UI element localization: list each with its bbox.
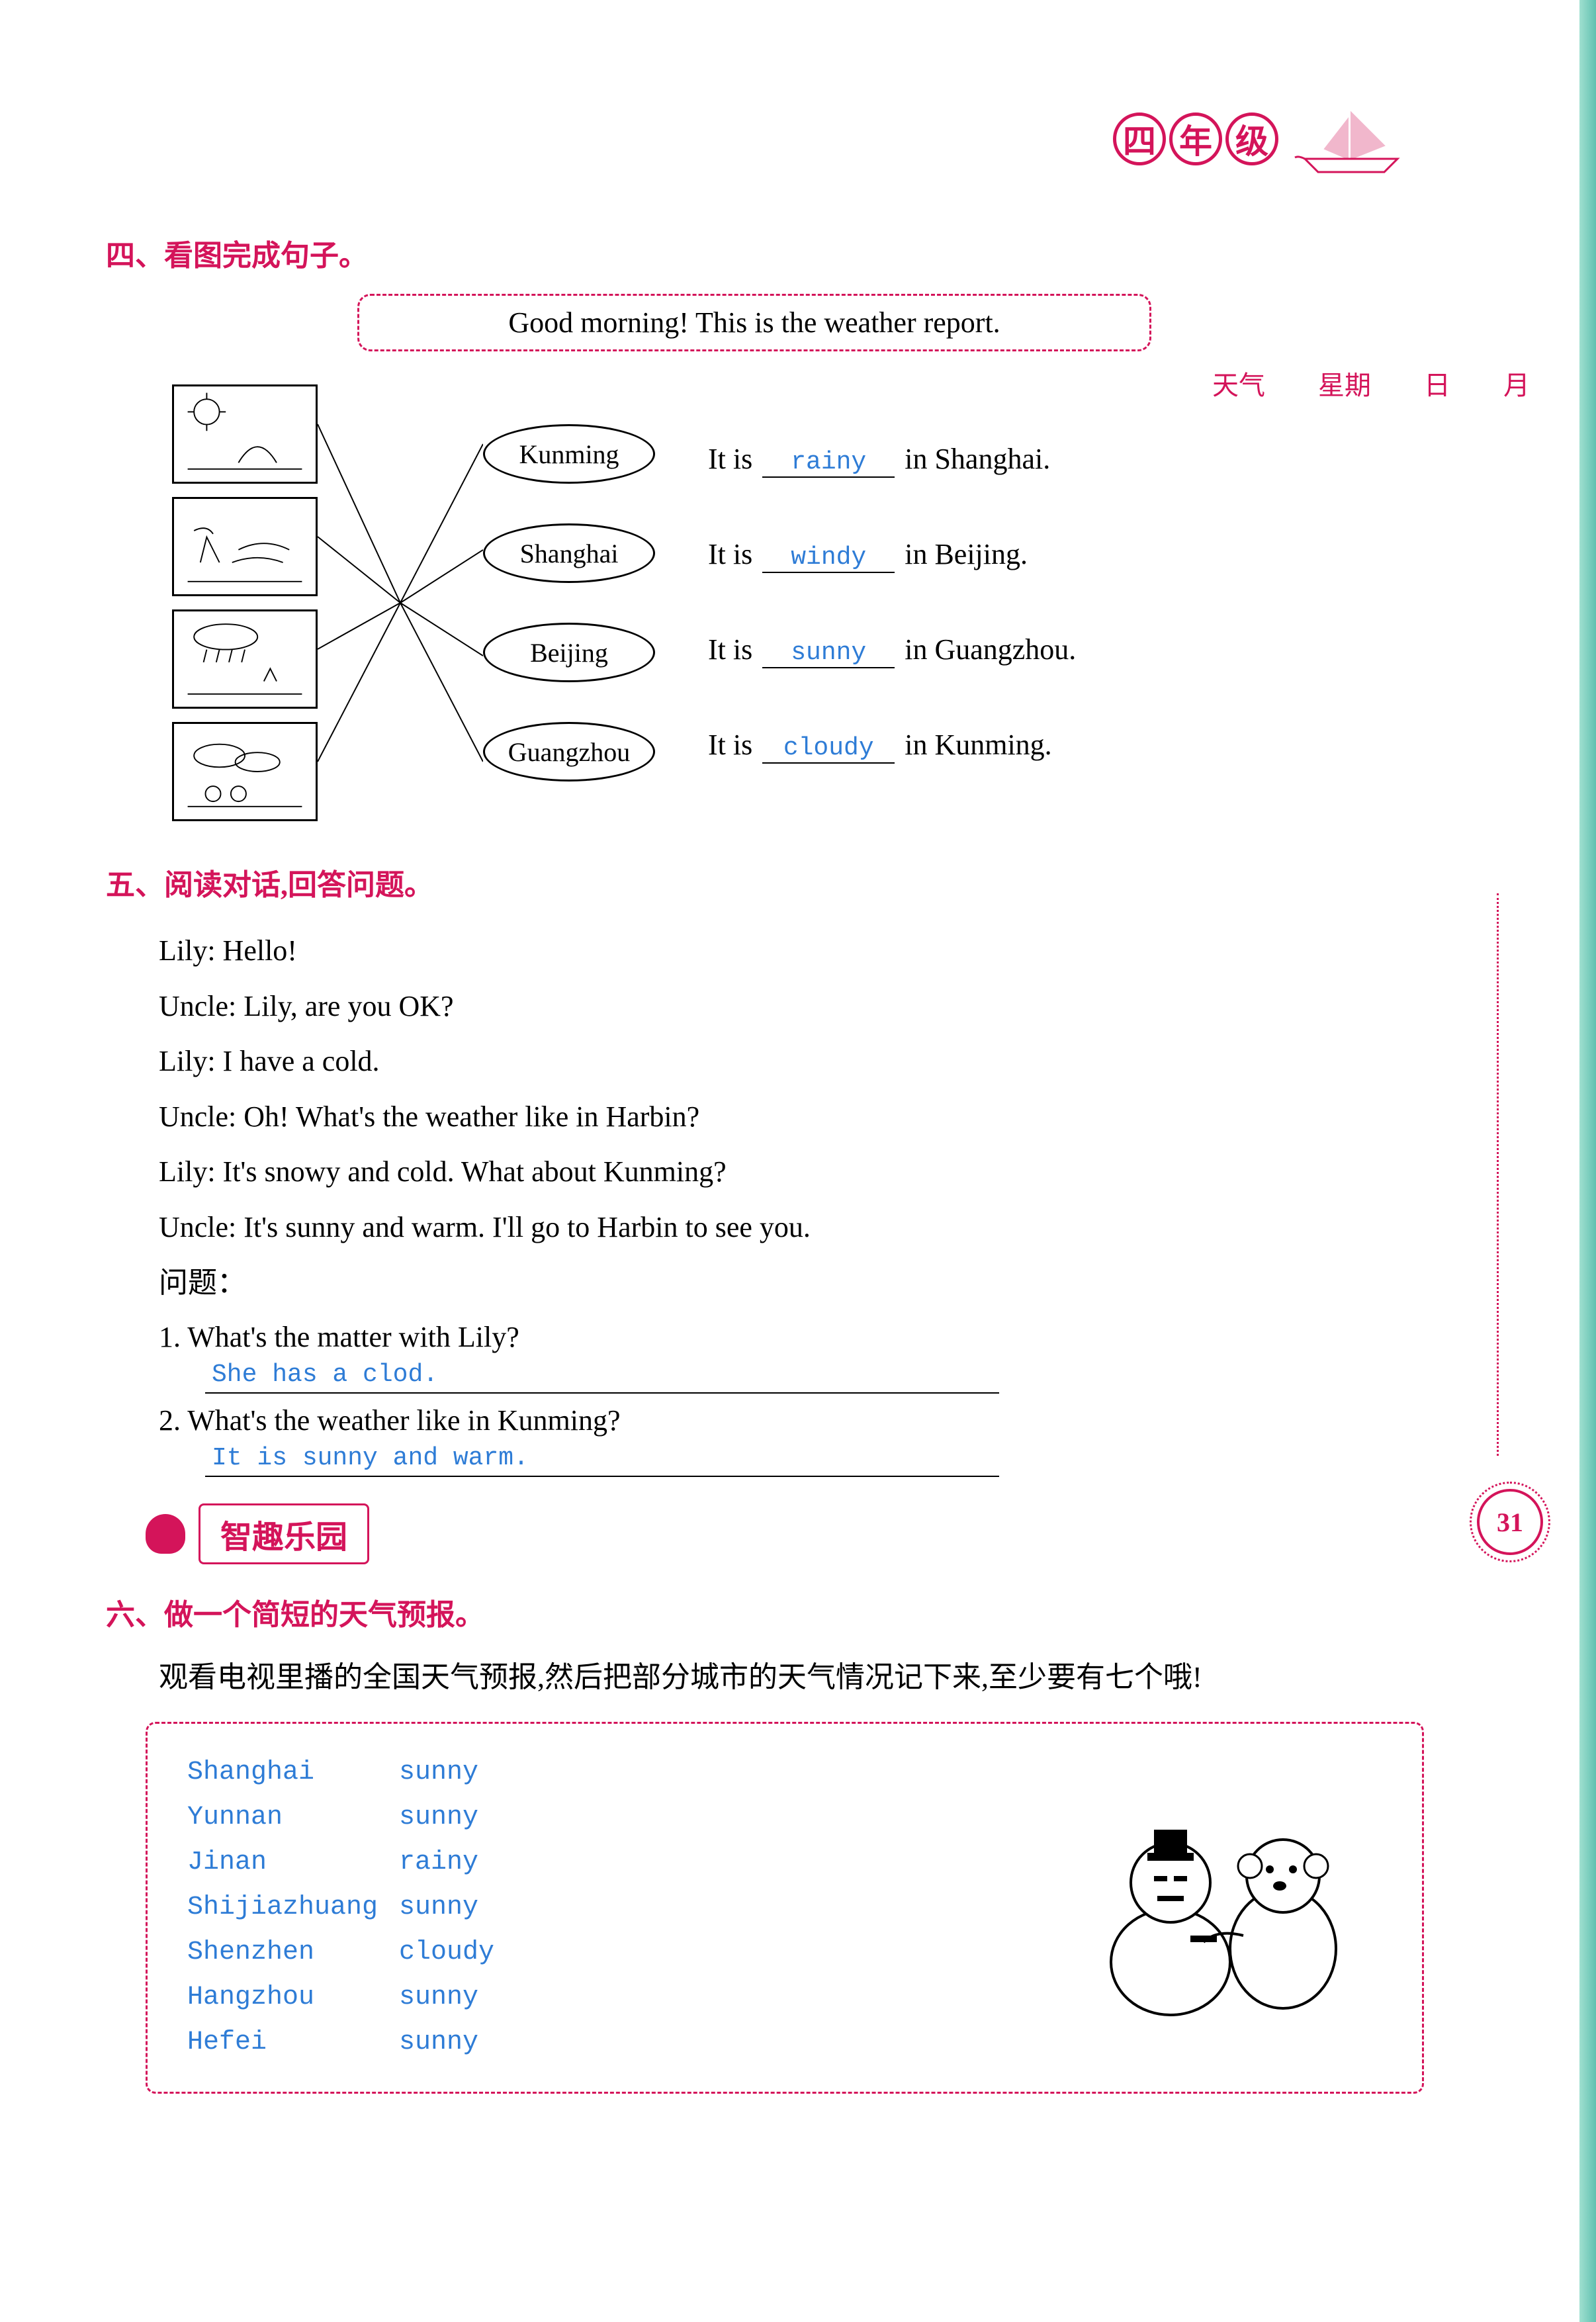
wl4-w: sunny bbox=[399, 1893, 478, 1922]
sentence-3: It is sunny in Guangzhou. bbox=[708, 633, 1076, 668]
sent2-answer: windy bbox=[762, 543, 895, 573]
weather-img-sunny bbox=[172, 384, 318, 484]
dialogue-4: Uncle: Oh! What's the weather like in Ha… bbox=[159, 1089, 1464, 1145]
grade-char-1: 四 bbox=[1113, 112, 1166, 165]
question-2: 2. What's the weather like in Kunming? bbox=[159, 1404, 1464, 1437]
dialogue-5: Lily: It's snowy and cold. What about Ku… bbox=[159, 1144, 1464, 1200]
dialogue-2: Uncle: Lily, are you OK? bbox=[159, 979, 1464, 1034]
answer-1: She has a clod. bbox=[205, 1357, 999, 1394]
question-label: 问题： bbox=[159, 1255, 1464, 1311]
section5-title: 五、阅读对话,回答问题。 bbox=[106, 861, 1464, 903]
fun-box-header: 智趣乐园 bbox=[146, 1503, 1464, 1564]
wl6-w: sunny bbox=[399, 1983, 478, 2012]
wl3-w: rainy bbox=[399, 1848, 478, 1877]
wl7-w: sunny bbox=[399, 2028, 478, 2057]
sent4-answer: cloudy bbox=[762, 734, 895, 764]
dialogue-1: Lily: Hello! bbox=[159, 923, 1464, 979]
wl7-city: Hefei bbox=[187, 2020, 399, 2065]
header-badge: 四 年 级 bbox=[1113, 99, 1411, 179]
wl6-city: Hangzhou bbox=[187, 1975, 399, 2020]
sent1-suffix: in Shanghai. bbox=[905, 442, 1050, 476]
city-shanghai: Shanghai bbox=[483, 523, 655, 583]
grade-char-2: 年 bbox=[1169, 112, 1222, 165]
sent4-suffix: in Kunming. bbox=[905, 728, 1051, 762]
sent1-prefix: It is bbox=[708, 442, 752, 476]
wl2-city: Yunnan bbox=[187, 1795, 399, 1840]
sent2-suffix: in Beijing. bbox=[905, 537, 1028, 571]
sentence-1: It is rainy in Shanghai. bbox=[708, 442, 1076, 478]
page-number-badge: 31 bbox=[1477, 1489, 1543, 1555]
side-month: 月 bbox=[1503, 364, 1530, 402]
fun-box-title: 智趣乐园 bbox=[199, 1503, 369, 1564]
grade-badge: 四 年 级 bbox=[1113, 112, 1278, 165]
wl5-city: Shenzhen bbox=[187, 1930, 399, 1975]
wl5-w: cloudy bbox=[399, 1938, 494, 1967]
grade-char-3: 级 bbox=[1225, 112, 1278, 165]
wl4-city: Shijiazhuang bbox=[187, 1885, 399, 1930]
connector-lines bbox=[318, 371, 483, 834]
sent3-suffix: in Guangzhou. bbox=[905, 633, 1076, 666]
dialogue-6: Uncle: It's sunny and warm. I'll go to H… bbox=[159, 1200, 1464, 1255]
sent3-prefix: It is bbox=[708, 633, 752, 666]
doll-icon bbox=[146, 1514, 185, 1554]
weather-image-column bbox=[172, 384, 318, 821]
sentence-2: It is windy in Beijing. bbox=[708, 537, 1076, 573]
section6-desc: 观看电视里播的全国天气预报,然后把部分城市的天气情况记下来,至少要有七个哦! bbox=[159, 1653, 1464, 1695]
weather-list-box: Shanghaisunny Yunnansunny Jinanrainy Shi… bbox=[146, 1722, 1424, 2094]
city-kunming: Kunming bbox=[483, 424, 655, 484]
city-guangzhou: Guangzhou bbox=[483, 722, 655, 781]
weather-img-cloudy bbox=[172, 722, 318, 821]
wl1-city: Shanghai bbox=[187, 1750, 399, 1795]
weather-img-windy bbox=[172, 497, 318, 596]
page-number: 31 bbox=[1477, 1489, 1543, 1555]
answer-2: It is sunny and warm. bbox=[205, 1441, 999, 1477]
city-beijing: Beijing bbox=[483, 623, 655, 682]
sent1-answer: rainy bbox=[762, 448, 895, 478]
wl2-w: sunny bbox=[399, 1803, 478, 1832]
side-decoration bbox=[1497, 893, 1510, 1456]
snowman-illustration bbox=[1071, 1764, 1369, 2028]
dialogue-3: Lily: I have a cold. bbox=[159, 1034, 1464, 1089]
boat-icon bbox=[1292, 99, 1411, 179]
question-1: 1. What's the matter with Lily? bbox=[159, 1320, 1464, 1354]
city-ovals: Kunming Shanghai Beijing Guangzhou bbox=[483, 424, 655, 781]
weather-sentences: It is rainy in Shanghai. It is windy in … bbox=[708, 442, 1076, 764]
weather-diagram: Kunming Shanghai Beijing Guangzhou It is… bbox=[172, 371, 1464, 834]
weather-img-rainy bbox=[172, 609, 318, 709]
wl1-w: sunny bbox=[399, 1758, 478, 1787]
sent4-prefix: It is bbox=[708, 728, 752, 762]
section4-title: 四、看图完成句子。 bbox=[106, 232, 1464, 274]
sentence-4: It is cloudy in Kunming. bbox=[708, 728, 1076, 764]
sent2-prefix: It is bbox=[708, 537, 752, 571]
wl3-city: Jinan bbox=[187, 1840, 399, 1885]
weather-report-intro: Good morning! This is the weather report… bbox=[357, 294, 1151, 351]
section6-title: 六、做一个简短的天气预报。 bbox=[106, 1591, 1464, 1633]
sent3-answer: sunny bbox=[762, 639, 895, 668]
page-right-edge bbox=[1579, 0, 1596, 2322]
